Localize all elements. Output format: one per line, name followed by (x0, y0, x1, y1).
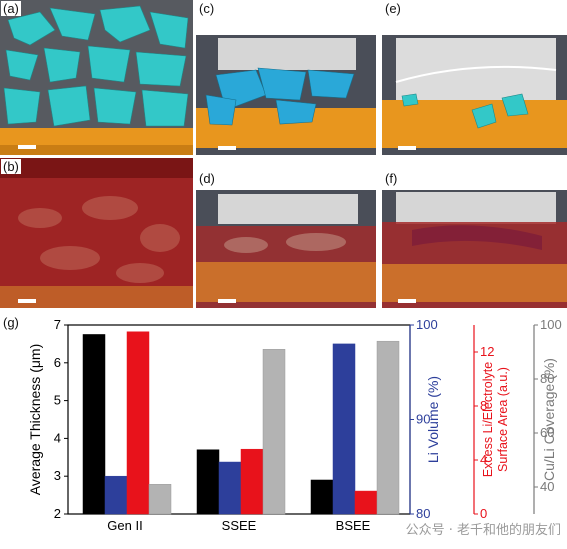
bar-blue-0 (104, 475, 128, 515)
bar-black-0 (82, 334, 106, 515)
panel-f-label: (f) (383, 171, 400, 186)
right3-axis-tick-label: 80 (540, 371, 554, 386)
left-axis-tick-label: 7 (54, 317, 61, 332)
right2-axis-label-line: Surface Area (a.u.) (496, 367, 510, 472)
left-axis-label: Average Thickness (μm) (27, 344, 43, 496)
panel-d-label: (d) (197, 171, 217, 186)
panel-e-scale-bar (398, 146, 416, 150)
panel-b-label: (b) (1, 159, 21, 174)
right1-axis-tick-label: 90 (416, 412, 430, 427)
right1-axis-label: Li Volume (%) (425, 376, 441, 463)
right3-axis-label: Cu/Li Coverage (%) (541, 358, 557, 481)
panel-f-render (382, 190, 567, 308)
panel-d-scale-bar (218, 299, 236, 303)
panel-g-label: (g) (1, 315, 21, 330)
panel-a-render (0, 0, 193, 155)
panel-e: (e) (382, 0, 567, 155)
right2-axis-tick-label: 0 (480, 506, 487, 521)
panel-a: (a) (0, 0, 193, 155)
right2-axis-tick-label: 8 (480, 398, 487, 413)
right2-axis-label-line: Excess Li/Electrolyte (481, 362, 495, 477)
right3-axis-tick-label: 40 (540, 479, 554, 494)
panel-g-chart: Gen II SSEE BSEE 2 3 4 5 6 7 Average Thickness (μ… (0, 315, 567, 544)
panel-d-render (196, 190, 376, 308)
left-axis-tick-label: 2 (54, 506, 61, 521)
panel-f-scale-bar (398, 299, 416, 303)
panel-f: (f) (382, 170, 567, 308)
bar-blue-1 (218, 461, 242, 515)
panel-c-scale-bar (218, 146, 236, 150)
bar-red-1 (240, 448, 264, 515)
bar-gray-1 (262, 349, 286, 515)
panel-a-label: (a) (1, 1, 21, 16)
right2-axis-tick-label: 12 (480, 344, 494, 359)
x-tick-label: SSEE (222, 518, 257, 533)
bar-blue-2 (332, 343, 356, 515)
left-axis-tick-label: 6 (54, 355, 61, 370)
bar-chart: Gen II SSEE BSEE 2 3 4 5 6 7 Average Thickness (μ… (27, 317, 562, 533)
bar-red-0 (126, 331, 150, 515)
panel-a-scale-bar (18, 145, 36, 149)
bar-black-2 (310, 479, 334, 515)
panel-b-render (0, 158, 193, 308)
panel-e-label: (e) (383, 1, 403, 16)
bar-gray-2 (376, 340, 400, 515)
bar-red-2 (354, 490, 378, 515)
watermark: 公众号 · 老千和他的朋友们 (405, 523, 561, 538)
right1-axis-tick-label: 100 (416, 317, 438, 332)
panel-e-render (382, 35, 567, 155)
bar-gray-0 (148, 484, 172, 515)
right2-axis-tick-label: 4 (480, 452, 487, 467)
left-axis-tick-label: 5 (54, 393, 61, 408)
right3-axis-tick-label: 60 (540, 425, 554, 440)
left-axis-tick-label: 3 (54, 468, 61, 483)
panel-d: (d) (196, 170, 376, 308)
right1-axis-tick-label: 80 (416, 506, 430, 521)
panel-b-scale-bar (18, 299, 36, 303)
panel-c: (c) (196, 0, 376, 155)
panel-c-render (196, 35, 376, 155)
bar-black-1 (196, 449, 220, 515)
panel-b: (b) (0, 158, 193, 308)
left-axis-tick-label: 4 (54, 430, 61, 445)
x-tick-label: Gen II (107, 518, 142, 533)
x-tick-label: BSEE (336, 518, 371, 533)
right3-axis-tick-label: 100 (540, 317, 562, 332)
panel-c-label: (c) (197, 1, 217, 16)
